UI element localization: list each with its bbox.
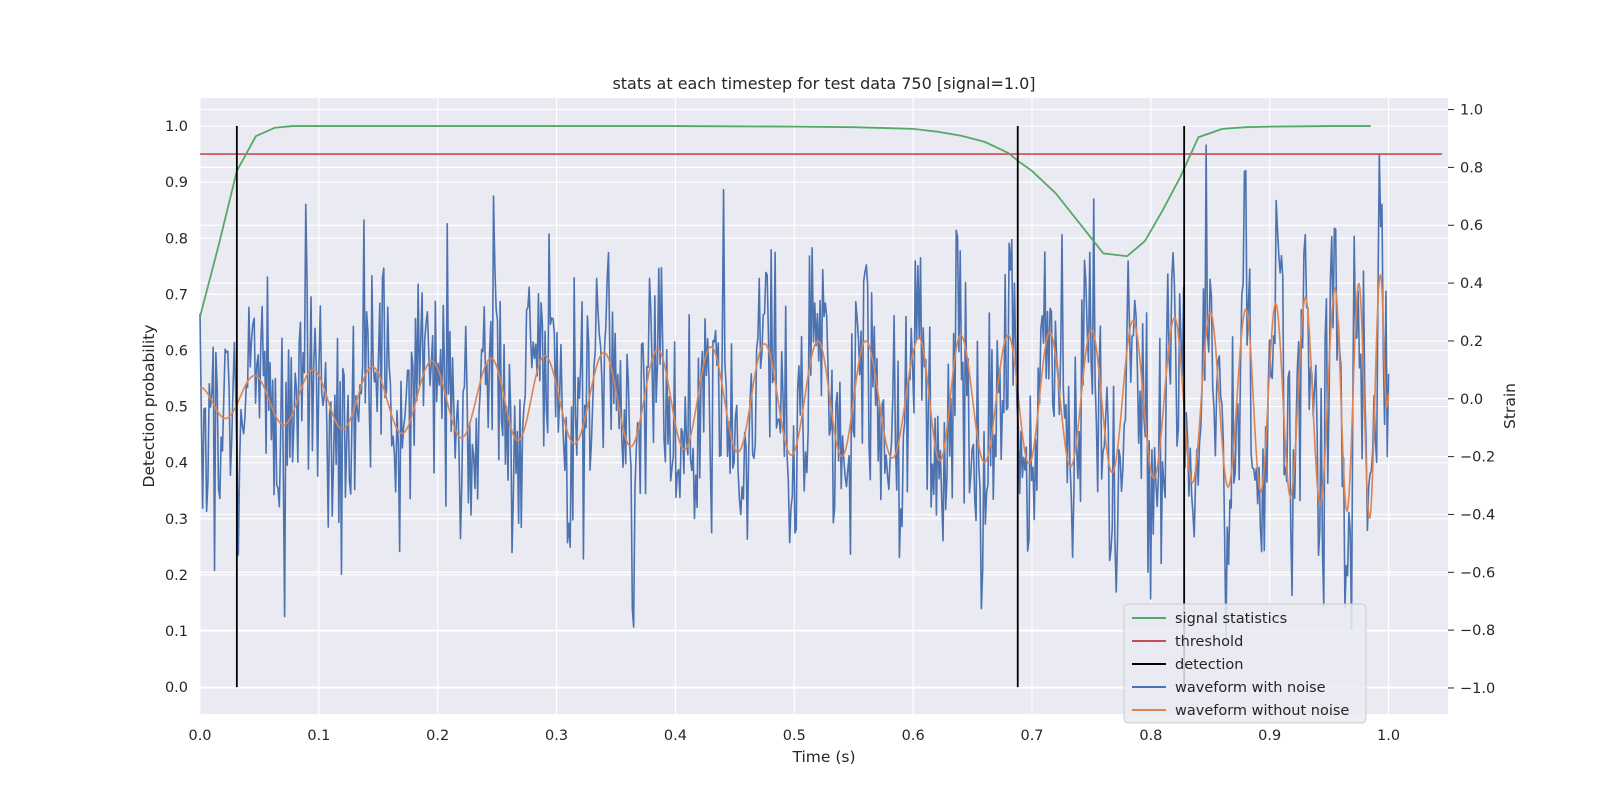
waveform-with-noise-line [199, 144, 1390, 639]
legend-label-waveform-without-noise: waveform without noise [1175, 703, 1349, 719]
x-tick-label: 0.3 [545, 728, 568, 744]
x-axis-ticks: 0.0 0.1 0.2 0.3 0.4 0.5 0.6 0.7 0.8 0.9 1.0 [188, 728, 1400, 744]
right-y-tick-label: −0.8 [1460, 623, 1495, 639]
right-y-tick-label: −0.2 [1460, 450, 1495, 466]
right-y-tick-label: −0.4 [1460, 507, 1495, 523]
right-y-tick-label: 0.8 [1460, 160, 1483, 176]
x-tick-label: 0.4 [664, 728, 687, 744]
left-y-tick-label: 0.0 [165, 680, 188, 696]
left-y-tick-label: 0.8 [165, 231, 188, 247]
x-tick-label: 0.2 [426, 728, 449, 744]
left-y-tick-label: 0.7 [165, 287, 188, 303]
waveform-without-noise-line [199, 273, 1390, 519]
x-tick-label: 0.9 [1258, 728, 1281, 744]
legend: signal statistics threshold detection wa… [1123, 603, 1367, 724]
right-y-axis-ticks: −1.0 −0.8 −0.6 −0.4 −0.2 0.0 0.2 0.4 0.6 0.8 1.0 [1448, 103, 1495, 697]
x-tick-label: 0.5 [783, 728, 806, 744]
left-y-axis-label: Detection probability [140, 325, 158, 488]
signal-statistics-line [199, 125, 1371, 318]
x-tick-label: 1.0 [1377, 728, 1400, 744]
right-y-tick-label: −1.0 [1460, 681, 1495, 697]
chart-title: stats at each timestep for test data 750… [612, 74, 1035, 93]
x-tick-label: 0.1 [307, 728, 330, 744]
x-axis-label: Time (s) [791, 748, 855, 766]
right-y-tick-label: 0.2 [1460, 334, 1483, 350]
right-y-tick-label: 0.0 [1460, 392, 1483, 408]
left-y-tick-label: 0.3 [165, 512, 188, 528]
legend-label-waveform-with-noise: waveform with noise [1175, 680, 1326, 696]
right-y-tick-label: −0.6 [1460, 565, 1495, 581]
left-y-tick-label: 0.2 [165, 568, 188, 584]
right-y-tick-label: 0.4 [1460, 276, 1483, 292]
x-tick-label: 0.6 [902, 728, 925, 744]
left-y-tick-label: 0.6 [165, 343, 188, 359]
x-tick-label: 0.0 [188, 728, 211, 744]
plot-area [199, 125, 1443, 688]
x-tick-label: 0.7 [1020, 728, 1043, 744]
right-y-axis-label: Strain [1501, 383, 1519, 429]
left-y-tick-label: 0.9 [165, 175, 188, 191]
left-y-tick-label: 0.4 [165, 456, 188, 472]
left-y-tick-label: 1.0 [165, 119, 188, 135]
legend-label-detection: detection [1175, 657, 1243, 673]
right-y-tick-label: 0.6 [1460, 218, 1483, 234]
left-y-axis-ticks: 0.0 0.1 0.2 0.3 0.4 0.5 0.6 0.7 0.8 0.9 1.0 [165, 119, 188, 696]
legend-label-threshold: threshold [1175, 634, 1243, 650]
left-y-tick-label: 0.1 [165, 624, 188, 640]
x-tick-label: 0.8 [1139, 728, 1162, 744]
legend-box [1123, 603, 1367, 724]
legend-label-signal-statistics: signal statistics [1175, 611, 1287, 627]
left-y-tick-label: 0.5 [165, 400, 188, 416]
right-y-tick-label: 1.0 [1460, 103, 1483, 119]
